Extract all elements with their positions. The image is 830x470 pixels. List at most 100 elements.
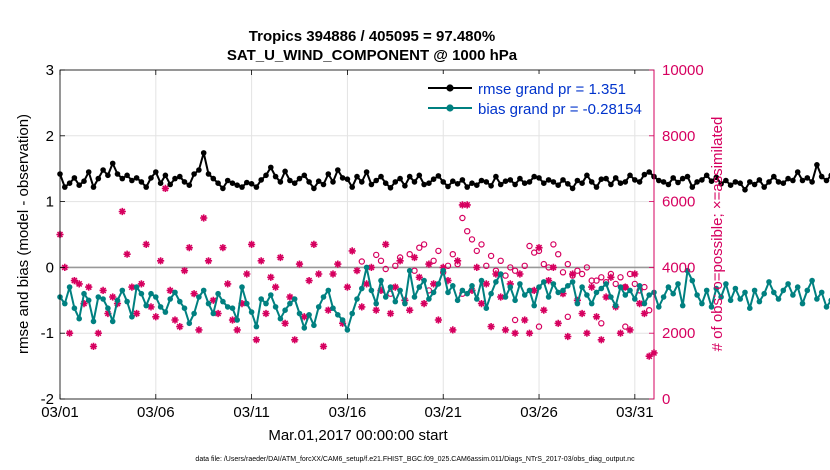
y-tick-label-right: 10000 [662, 62, 704, 79]
obs_assimilated-marker [602, 293, 610, 301]
y-tick-label-left: -2 [41, 391, 54, 408]
obs_assimilated-marker [569, 270, 577, 278]
bias-point [315, 304, 322, 310]
obs_assimilated-marker [554, 319, 562, 327]
obs_assimilated-marker [521, 316, 529, 324]
obs_assimilated-marker [449, 326, 457, 334]
obs_possible-marker [631, 280, 639, 288]
obs_possible-marker [420, 241, 428, 248]
bias-point [440, 267, 447, 274]
bias-point [239, 284, 245, 290]
bias-point [521, 292, 528, 298]
obs_possible-marker [593, 277, 600, 284]
bias-point [780, 287, 787, 294]
bias-point [114, 297, 121, 304]
obs_assimilated-marker [224, 280, 232, 288]
rmse-point [224, 177, 231, 184]
obs_assimilated-marker [324, 306, 332, 314]
bias-point [215, 290, 221, 297]
rmse-point [488, 183, 494, 189]
obs_assimilated-marker [185, 244, 193, 252]
obs_assimilated-marker [501, 326, 510, 334]
obs_assimilated-marker [257, 257, 265, 265]
obs_assimilated-marker [434, 316, 442, 324]
rmse-point [306, 179, 312, 185]
rmse-point [287, 177, 293, 184]
obs_possible-marker [392, 262, 399, 269]
bias-point [684, 267, 691, 274]
rmse-point [172, 175, 178, 182]
axis-ticks: 03/01 03/06 03/11 03/16 03/21 03/26 03/31 -2 -1 0… [41, 62, 704, 421]
obs_assimilated-marker [367, 263, 375, 271]
obs_assimilated-marker [482, 280, 490, 288]
rmse-point [641, 171, 648, 178]
rmse-point [756, 177, 763, 183]
bias-point [402, 300, 408, 307]
bias-point [349, 310, 356, 317]
bias-point [771, 289, 777, 296]
rmse-point [737, 180, 743, 186]
obs_assimilated-marker [123, 250, 131, 258]
rmse-point [392, 179, 399, 185]
bias-point [234, 317, 240, 323]
rmse-point [727, 182, 734, 188]
bias-point [469, 283, 475, 289]
x-tick-label: 03/21 [424, 404, 462, 421]
legend: rmse grand pr = 1.351 bias grand pr = -0… [424, 74, 651, 120]
bias-point [512, 297, 518, 304]
obs_assimilated-marker [477, 300, 486, 308]
rmse-point [344, 176, 351, 182]
rmse-point [718, 181, 724, 187]
bias-point [90, 318, 97, 325]
chart-subtitle: SAT_U_WIND_COMPONENT @ 1000 hPa [227, 47, 518, 64]
obs_possible-marker [449, 250, 456, 258]
bias-point [593, 289, 600, 296]
bias-point [742, 289, 748, 296]
obs_assimilated-marker [142, 240, 150, 248]
bias-point [536, 284, 542, 290]
rmse-point [608, 181, 614, 188]
obs_assimilated-marker [607, 273, 615, 281]
bias-point [200, 287, 207, 294]
obs_possible-marker [578, 270, 586, 278]
obs_assimilated-marker [640, 309, 648, 318]
bias-point [311, 322, 317, 329]
obs_assimilated-marker [70, 277, 78, 285]
obs_assimilated-marker [372, 306, 380, 314]
rmse-point [699, 177, 705, 183]
rmse-point [474, 182, 480, 188]
bias-point [244, 300, 250, 307]
obs_possible-marker [617, 274, 624, 281]
bias-point [699, 300, 705, 307]
rmse-point [579, 180, 585, 186]
data-file-footer: data file: /Users/raeder/DAI/ATM_forcXX/… [195, 456, 635, 463]
legend-rmse-label: rmse grand pr = 1.351 [478, 81, 626, 98]
bias-point [291, 296, 298, 302]
obs_possible-marker [535, 323, 543, 330]
rmse-point [177, 173, 183, 180]
bias-point [493, 279, 499, 285]
obs_assimilated-marker [458, 201, 466, 209]
rmse-point [766, 179, 772, 185]
obs_possible-marker [550, 241, 557, 248]
bias-point [665, 284, 672, 290]
rmse-point [282, 168, 288, 175]
obs_assimilated-marker [80, 300, 88, 308]
rmse-point [469, 180, 475, 186]
rmse-point [517, 175, 523, 182]
bias-point [133, 284, 140, 290]
obs_assimilated-marker [209, 296, 217, 304]
rmse-point [790, 177, 796, 184]
obs_assimilated-marker [348, 247, 356, 255]
obs_assimilated-marker [252, 336, 260, 344]
rmse-point [565, 181, 571, 187]
bias-point [799, 300, 806, 307]
obs_assimilated-marker [99, 286, 107, 294]
obs_possible-marker [382, 265, 389, 273]
obs_assimilated-marker [329, 270, 337, 278]
obs_assimilated-marker [228, 316, 237, 324]
rmse-point [502, 178, 509, 184]
rmse-point [100, 167, 106, 173]
obs_possible-marker [646, 307, 653, 314]
obs_assimilated-marker [645, 352, 653, 360]
